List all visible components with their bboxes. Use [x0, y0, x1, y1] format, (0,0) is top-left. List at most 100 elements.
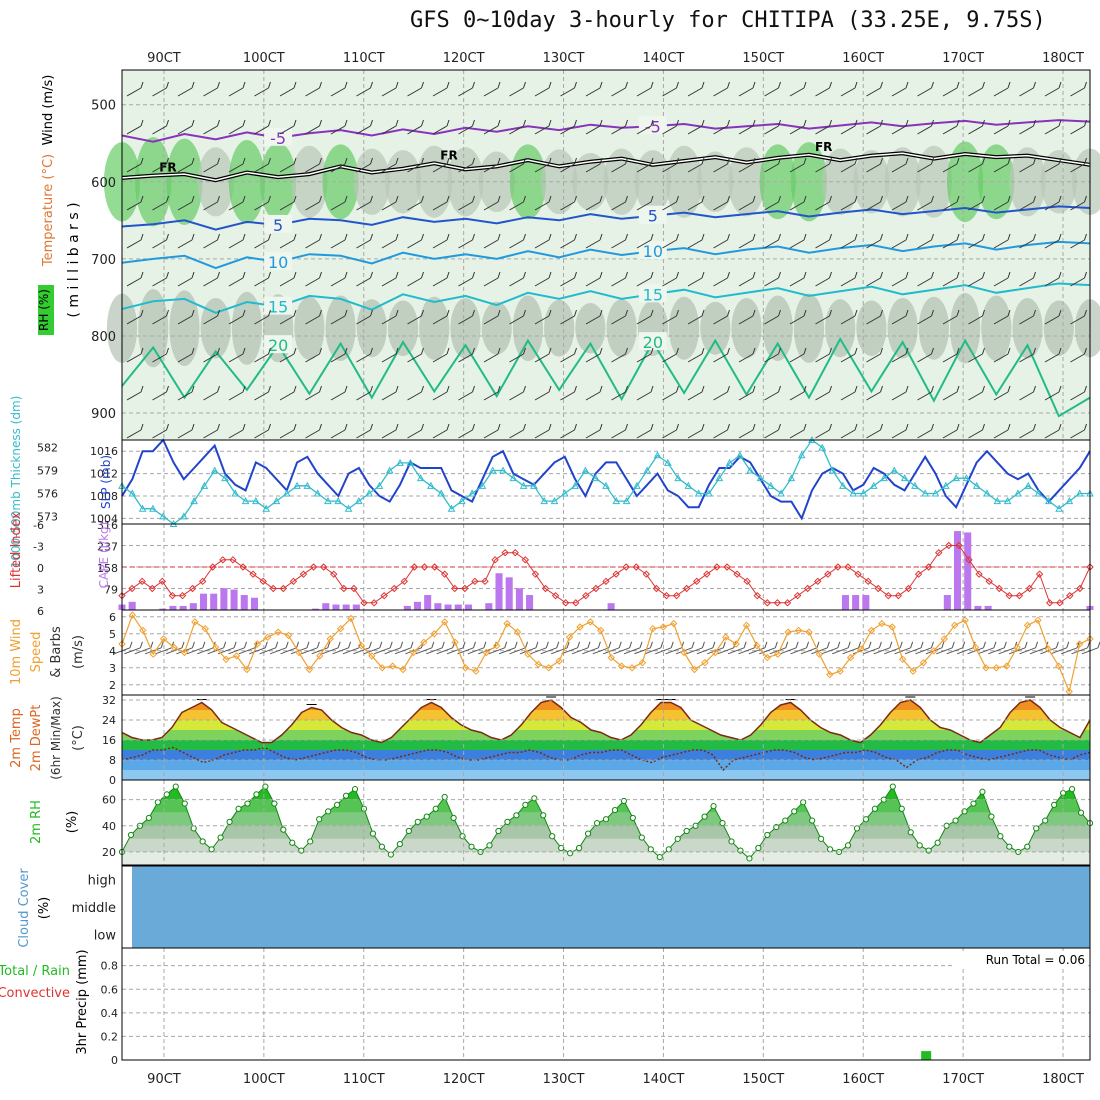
wind-barb-flag	[242, 119, 246, 127]
rh-marker	[459, 833, 466, 840]
lifted-index-marker	[682, 584, 691, 593]
wind-barb-flag	[854, 385, 858, 393]
surface-wind-barb-flag	[1003, 641, 1007, 648]
rh-marker	[988, 813, 995, 820]
wind-barb-flag	[727, 347, 730, 355]
wind-barb	[356, 391, 371, 401]
surface-wind-barb	[405, 647, 422, 655]
surface-wind-barb-flag	[254, 641, 258, 648]
wind-barb-flag	[1033, 271, 1036, 279]
wind-barb	[662, 277, 677, 287]
wind-barb	[509, 239, 524, 249]
wind-barb-flag	[880, 195, 883, 203]
rh-marker	[898, 805, 905, 812]
thickness-marker	[231, 489, 240, 497]
thickness-marker	[262, 504, 271, 512]
wind-barb-flag	[395, 157, 399, 165]
cloud-label: Cloud Cover	[17, 868, 32, 948]
wind-speed-marker	[388, 662, 397, 670]
wind-barb-flag	[1007, 385, 1011, 393]
wind-speed-marker	[992, 664, 1001, 672]
wind-barb-flag	[829, 157, 832, 165]
wind-barb	[330, 391, 346, 401]
wind-barb-flag	[956, 347, 960, 355]
wind-barb-flag	[905, 119, 909, 127]
wind-barb-flag	[217, 119, 220, 127]
wind-barb	[177, 125, 193, 135]
wind-barb-flag	[548, 309, 552, 317]
wind-barb	[738, 163, 754, 173]
lifted-index-marker	[249, 570, 257, 578]
wind-barb	[177, 87, 193, 97]
wind-speed-marker	[305, 665, 314, 674]
wind-barb-flag	[1033, 423, 1036, 431]
wind-barb-flag	[956, 233, 960, 241]
wind-barb	[738, 353, 754, 363]
rh-shade	[231, 291, 263, 365]
wind-barb-flag	[421, 233, 424, 241]
wind-barb	[840, 277, 856, 287]
wind-speed-marker	[222, 655, 230, 664]
wind-barb-flag	[1084, 195, 1087, 203]
wind-barb	[381, 429, 397, 439]
surface-wind-barb-flag	[316, 641, 320, 648]
wind-barb-flag	[421, 119, 424, 127]
wind-barb	[815, 87, 830, 97]
temp-band	[122, 770, 1090, 780]
surface-wind-barb	[977, 647, 995, 655]
wind-speed-marker	[1055, 662, 1063, 670]
lifted-index-marker	[945, 541, 953, 550]
rh-marker	[504, 818, 511, 825]
surface-wind-barb	[873, 647, 891, 655]
wind-barb-flag	[395, 195, 399, 203]
wind-barb-flag	[523, 81, 526, 89]
surface-wind-barb-flag	[618, 641, 622, 648]
wind-barb-flag	[982, 233, 985, 241]
rh-marker	[907, 829, 914, 836]
surface-wind-barb-flag	[962, 641, 966, 648]
wind-barb	[917, 353, 932, 363]
rh-shade	[918, 296, 949, 360]
lifted-index-marker	[269, 584, 277, 593]
wind-barb	[968, 87, 983, 97]
wind10m-label-2: Speed	[29, 632, 44, 673]
lifted-index-marker	[461, 584, 469, 593]
wind-speed-marker	[430, 630, 438, 638]
wind-barb-flag	[166, 423, 169, 431]
freezing-level-label: FR	[159, 161, 176, 175]
rh2m-label: 2m RH	[29, 800, 44, 844]
thickness-marker	[200, 481, 209, 489]
surface-wind-barb	[779, 647, 797, 655]
wind-barb	[381, 353, 397, 363]
cape-bar	[974, 605, 982, 610]
wind-barb-flag	[982, 309, 985, 317]
wind-barb-flag	[370, 195, 373, 203]
surface-wind-barb	[321, 647, 339, 655]
surface-wind-barb	[644, 647, 662, 655]
thickness-marker	[581, 466, 590, 474]
cape-bar	[413, 601, 422, 610]
time-tick-label-bottom: 140CT	[643, 1072, 685, 1087]
wind-barb-flag	[1058, 271, 1062, 279]
surface-wind-barb-flag	[1087, 641, 1091, 648]
rh-marker	[782, 817, 789, 824]
time-tick-label-top: 150CT	[742, 51, 784, 66]
wind-barb	[636, 239, 652, 249]
wind-barb-flag	[217, 385, 220, 393]
rh-marker	[549, 833, 556, 840]
wind-barb-flag	[497, 385, 501, 393]
wind-speed-marker	[493, 641, 501, 650]
wind-tick-label: 5	[109, 628, 116, 641]
thickness-marker	[303, 481, 312, 489]
lifted-index-marker	[834, 563, 842, 571]
wind-barb-flag	[166, 81, 169, 89]
thickness-marker	[159, 512, 168, 520]
wind-speed-marker	[243, 665, 251, 674]
thickness-marker	[252, 497, 260, 505]
wind-barb	[764, 353, 779, 363]
rh-marker	[952, 817, 959, 824]
wind-barb-flag	[472, 119, 475, 127]
wind-barb-flag	[931, 157, 934, 165]
wind-barb	[203, 239, 218, 249]
wind-speed-marker	[878, 619, 886, 628]
